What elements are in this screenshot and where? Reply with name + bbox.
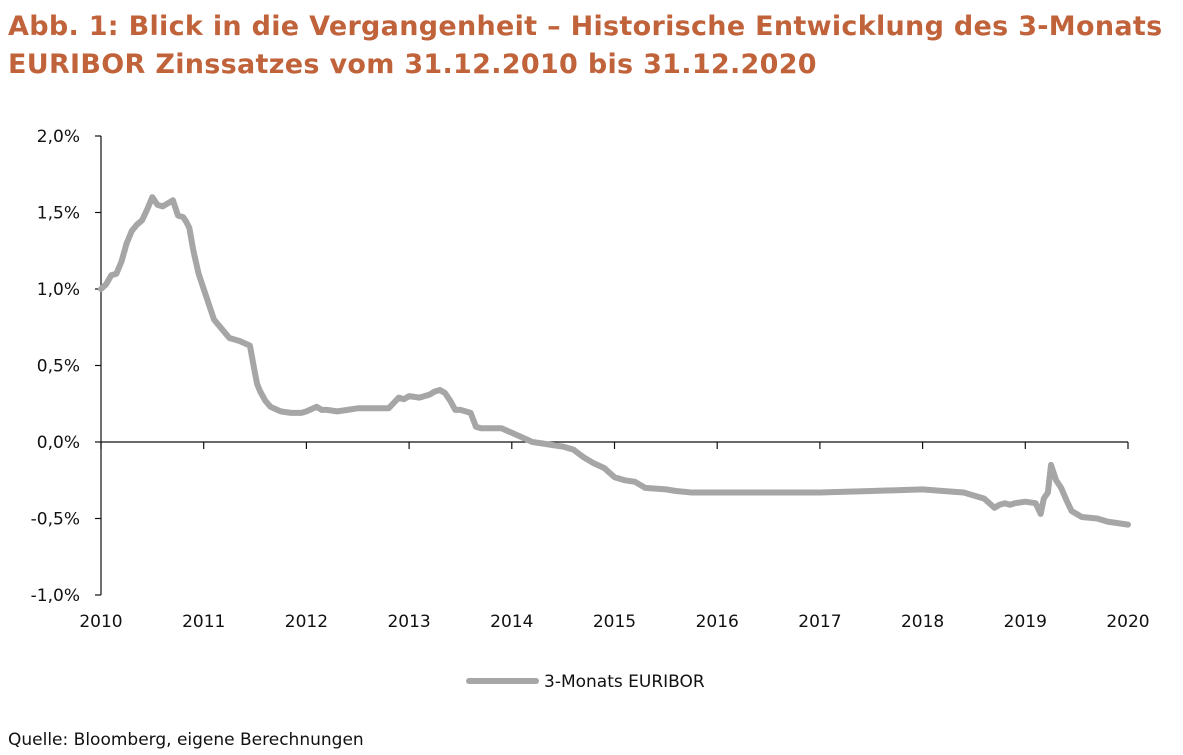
- x-tick-label: 2018: [901, 612, 944, 632]
- x-tick-label: 2015: [593, 612, 636, 632]
- y-tick-label: 0,0%: [37, 433, 80, 453]
- y-tick-label: 0,5%: [37, 357, 80, 377]
- y-tick-label: 1,5%: [37, 204, 80, 224]
- x-tick-label: 2019: [1004, 612, 1047, 632]
- x-tick-label: 2014: [490, 612, 533, 632]
- chart-plot-area: [98, 194, 1131, 528]
- x-tick-label: 2011: [182, 612, 225, 632]
- x-tick-label: 2013: [387, 612, 430, 632]
- source-note: Quelle: Bloomberg, eigene Berechnungen: [8, 730, 364, 750]
- y-tick-label: 2,0%: [37, 127, 80, 147]
- x-tick-label: 2010: [79, 612, 122, 632]
- y-tick-label: -0,5%: [31, 510, 80, 530]
- x-tick-label: 2012: [285, 612, 328, 632]
- chart-axes: 2,0% 1,5% 1,0% 0,5% 0,0% -0,5% -1,0% 2010 2011 20…: [31, 127, 1150, 632]
- x-tick-label: 2017: [798, 612, 841, 632]
- y-tick-label: 1,0%: [37, 280, 80, 300]
- y-tick-label: -1,0%: [31, 586, 80, 606]
- chart-legend: 3-Monats EURIBOR: [466, 672, 705, 692]
- chart-title-line-2: EURIBOR Zinssatzes vom 31.12.2010 bis 31…: [8, 49, 817, 80]
- chart-title-line-1: Abb. 1: Blick in die Vergangenheit – His…: [8, 11, 1163, 42]
- series-line-euribor: [98, 194, 1131, 528]
- x-tick-label: 2016: [696, 612, 739, 632]
- chart-title: Abb. 1: Blick in die Vergangenheit – His…: [8, 8, 1178, 84]
- x-tick-label: 2020: [1106, 612, 1149, 632]
- legend-label: 3-Monats EURIBOR: [544, 672, 705, 692]
